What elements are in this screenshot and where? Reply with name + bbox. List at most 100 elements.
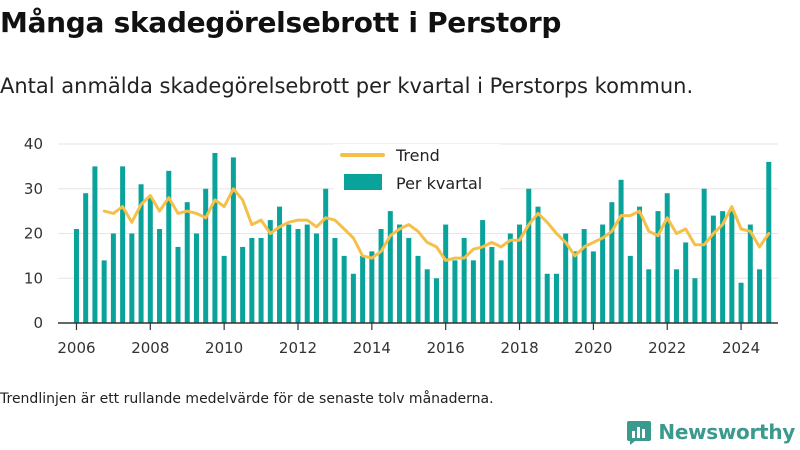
bar	[378, 229, 384, 323]
bar	[397, 224, 403, 323]
x-tick-label: 2018	[500, 339, 538, 357]
bar	[590, 251, 596, 323]
bar	[369, 251, 375, 323]
bar	[637, 206, 643, 323]
bar	[387, 211, 393, 323]
bar	[193, 233, 199, 323]
x-tick-label: 2008	[131, 339, 169, 357]
bar	[757, 269, 763, 323]
y-tick-label: 10	[24, 269, 43, 287]
bar	[535, 206, 541, 323]
x-tick-label: 2022	[648, 339, 686, 357]
bar	[101, 260, 107, 323]
legend-bar-label: Per kvartal	[396, 174, 482, 193]
x-tick-label: 2012	[279, 339, 317, 357]
x-axis: 2006 2008 2010 2012 2014 2016 2018 2020 2022 2024	[57, 322, 778, 357]
bar	[526, 188, 532, 323]
x-tick-label: 2016	[427, 339, 465, 357]
bar	[341, 255, 347, 323]
y-tick-label: 30	[24, 180, 43, 198]
bar	[609, 202, 615, 323]
bar	[277, 206, 283, 323]
bar	[323, 188, 329, 323]
trend-series	[102, 187, 771, 262]
legend: Trend Per kvartal	[334, 144, 500, 198]
bar	[295, 229, 301, 323]
bar	[618, 179, 624, 323]
y-tick-label: 0	[33, 314, 43, 332]
bar	[720, 211, 726, 323]
x-tick-label: 2014	[353, 339, 391, 357]
bar	[129, 233, 135, 323]
newsworthy-logo[interactable]: Newsworthy	[626, 419, 795, 445]
trend-line	[102, 187, 771, 262]
bar	[73, 229, 79, 323]
bar	[360, 255, 366, 323]
bar	[729, 211, 735, 323]
bar	[433, 278, 439, 323]
bar	[267, 220, 273, 323]
legend-bar-swatch	[344, 174, 382, 190]
bar	[627, 255, 633, 323]
bar	[304, 224, 310, 323]
bar	[184, 202, 190, 323]
bar	[572, 251, 578, 323]
bar	[600, 224, 606, 323]
bar	[286, 224, 292, 323]
bar	[258, 237, 264, 323]
x-tick-label: 2024	[722, 339, 760, 357]
bar	[480, 220, 486, 323]
bar	[498, 260, 504, 323]
bar	[461, 237, 467, 323]
bar	[424, 269, 430, 323]
bar	[175, 246, 181, 323]
bar	[166, 170, 172, 323]
legend-trend-label: Trend	[395, 146, 440, 165]
newsworthy-logo-icon	[627, 421, 652, 445]
bar	[747, 224, 753, 323]
bar	[664, 193, 670, 323]
bar	[249, 237, 255, 323]
y-tick-label: 40	[24, 135, 43, 153]
bar	[157, 229, 163, 323]
bar	[692, 278, 698, 323]
bar	[701, 188, 707, 323]
bar	[738, 282, 744, 323]
bar	[581, 229, 587, 323]
bar	[646, 269, 652, 323]
x-tick-label: 2020	[574, 339, 612, 357]
bar	[332, 237, 338, 323]
x-tick-label: 2006	[57, 339, 95, 357]
bar	[443, 224, 449, 323]
x-tick-label: 2010	[205, 339, 243, 357]
bar	[138, 184, 144, 323]
bar-series	[73, 152, 772, 323]
y-axis: 0 10 20 30 40	[24, 135, 43, 332]
bar	[683, 242, 689, 323]
bar	[110, 233, 116, 323]
bar	[517, 224, 523, 323]
chart-title: Många skadegörelsebrott i Perstorp	[0, 6, 562, 39]
bar	[673, 269, 679, 323]
bar	[470, 260, 476, 323]
bar	[452, 260, 458, 323]
bar	[147, 197, 153, 323]
bar	[415, 255, 421, 323]
bar	[507, 233, 513, 323]
bar	[313, 233, 319, 323]
y-tick-label: 20	[24, 225, 43, 243]
bar	[489, 246, 495, 323]
bar	[120, 166, 126, 323]
bar	[553, 273, 559, 323]
footnote: Trendlinjen är ett rullande medelvärde f…	[0, 391, 494, 407]
bar	[240, 246, 246, 323]
bar	[766, 161, 772, 323]
bar	[212, 152, 218, 323]
bar	[655, 211, 661, 323]
bar	[230, 157, 236, 323]
bar	[710, 215, 716, 323]
bar	[92, 166, 98, 323]
bar	[544, 273, 550, 323]
bar	[563, 233, 569, 323]
